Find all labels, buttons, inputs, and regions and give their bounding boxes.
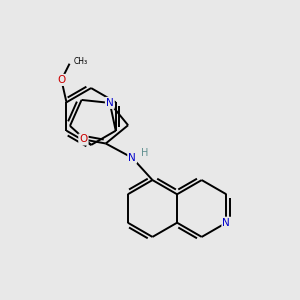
Text: O: O (79, 134, 88, 145)
Text: N: N (106, 98, 114, 108)
Text: N: N (128, 153, 136, 163)
Text: H: H (141, 148, 148, 158)
Text: N: N (223, 218, 230, 228)
Text: CH₃: CH₃ (74, 57, 88, 66)
Text: O: O (57, 75, 65, 85)
